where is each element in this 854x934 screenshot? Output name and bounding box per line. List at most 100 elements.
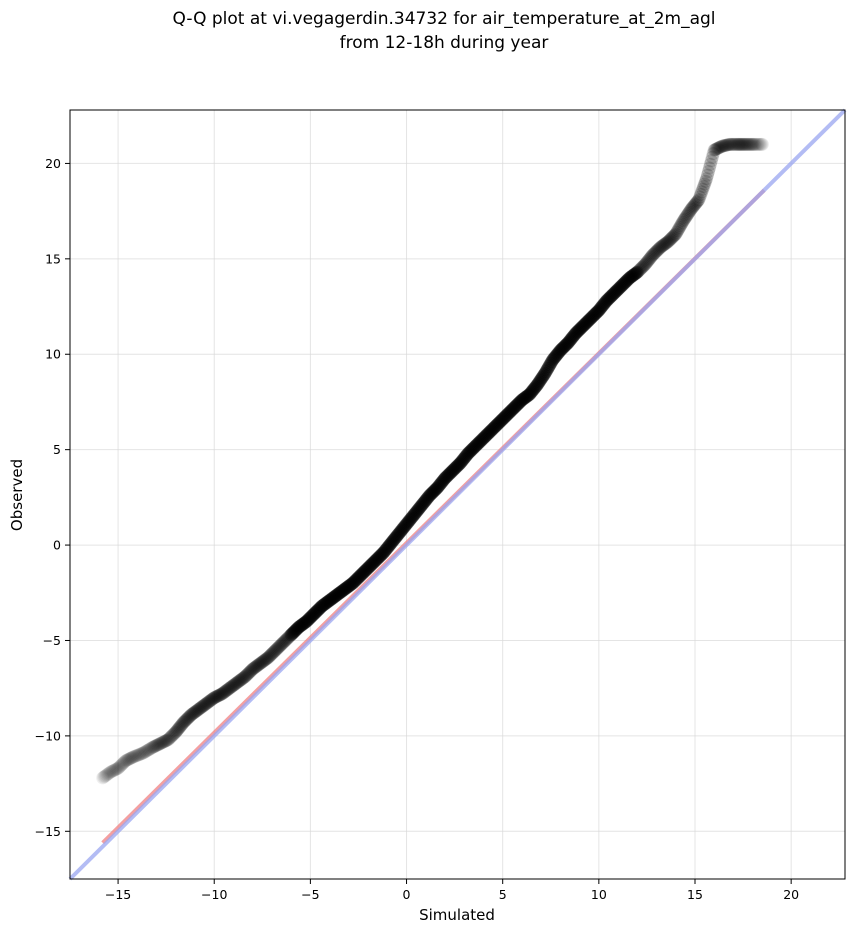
data-point xyxy=(441,468,455,482)
data-point xyxy=(276,635,290,649)
data-point xyxy=(512,396,526,410)
data-point xyxy=(681,207,695,221)
data-point xyxy=(600,294,614,308)
data-point xyxy=(260,651,274,665)
data-point xyxy=(399,518,413,532)
data-point xyxy=(622,272,636,286)
data-point xyxy=(587,308,601,322)
data-point xyxy=(613,280,627,294)
data-point xyxy=(733,137,747,151)
data-point xyxy=(182,710,196,724)
data-point xyxy=(200,696,214,710)
data-point xyxy=(610,283,624,297)
data-point xyxy=(554,342,568,356)
data-point xyxy=(136,746,150,760)
data-point xyxy=(751,137,765,151)
data-point xyxy=(102,766,116,780)
data-point xyxy=(429,482,443,496)
data-point xyxy=(447,463,461,477)
data-point xyxy=(719,138,733,152)
data-point xyxy=(239,669,253,683)
y-tick-label: 10 xyxy=(45,347,61,362)
data-point xyxy=(459,449,473,463)
data-point xyxy=(106,764,120,778)
data-point xyxy=(319,596,333,610)
data-point xyxy=(187,706,201,720)
data-point xyxy=(585,310,599,324)
data-point xyxy=(97,770,111,784)
data-point xyxy=(517,392,531,406)
data-point xyxy=(592,303,606,317)
data-point xyxy=(221,683,235,697)
data-point xyxy=(194,701,208,715)
data-point xyxy=(615,279,629,293)
data-point xyxy=(568,327,582,341)
data-point xyxy=(501,407,514,421)
data-point xyxy=(599,295,613,309)
data-point xyxy=(428,483,442,497)
x-tick-label: 5 xyxy=(499,887,507,902)
data-point xyxy=(561,336,575,350)
data-point xyxy=(169,725,183,739)
data-point xyxy=(652,241,666,255)
data-point xyxy=(618,276,632,290)
data-point xyxy=(297,617,311,631)
data-point xyxy=(153,737,167,751)
data-point xyxy=(201,695,215,709)
data-point xyxy=(546,353,560,367)
data-point xyxy=(324,593,338,607)
data-point xyxy=(130,748,144,762)
data-point xyxy=(283,629,297,643)
x-tick-label: −10 xyxy=(201,887,227,902)
data-point xyxy=(395,523,409,537)
data-point xyxy=(694,187,708,201)
data-point xyxy=(660,235,674,249)
data-point xyxy=(547,352,561,366)
data-point xyxy=(329,588,343,602)
data-point xyxy=(572,323,586,337)
data-point xyxy=(738,137,752,151)
data-point xyxy=(141,743,155,757)
data-point xyxy=(485,423,499,437)
data-point xyxy=(525,385,539,399)
data-point xyxy=(226,678,240,692)
data-point xyxy=(607,286,621,300)
data-point xyxy=(449,461,463,475)
data-point xyxy=(558,339,572,353)
data-point xyxy=(125,751,139,765)
data-point xyxy=(453,456,467,470)
data-point xyxy=(487,421,501,435)
data-point xyxy=(417,496,431,510)
data-point xyxy=(137,745,151,759)
data-point xyxy=(246,662,260,676)
data-point xyxy=(163,731,177,745)
data-point xyxy=(159,734,173,748)
x-tick-label: −5 xyxy=(301,887,319,902)
data-point xyxy=(649,245,663,259)
data-point xyxy=(134,747,148,761)
data-point xyxy=(722,138,736,152)
data-point xyxy=(458,450,472,464)
data-point xyxy=(648,246,662,260)
data-point xyxy=(538,366,552,380)
data-point xyxy=(235,672,249,686)
data-point xyxy=(721,138,735,152)
data-point xyxy=(271,641,285,655)
data-point xyxy=(679,209,693,223)
data-point xyxy=(536,369,550,383)
data-point xyxy=(753,137,767,151)
data-point xyxy=(401,515,415,529)
data-point xyxy=(482,425,496,439)
data-point xyxy=(747,137,761,151)
data-point xyxy=(233,673,247,687)
x-tick-label: 0 xyxy=(403,887,411,902)
data-point xyxy=(227,678,241,692)
data-point xyxy=(635,260,649,274)
data-point xyxy=(273,639,287,653)
data-point xyxy=(370,552,384,566)
data-point xyxy=(286,626,300,640)
data-point xyxy=(510,398,524,412)
data-point xyxy=(734,137,748,151)
data-point xyxy=(479,428,493,442)
